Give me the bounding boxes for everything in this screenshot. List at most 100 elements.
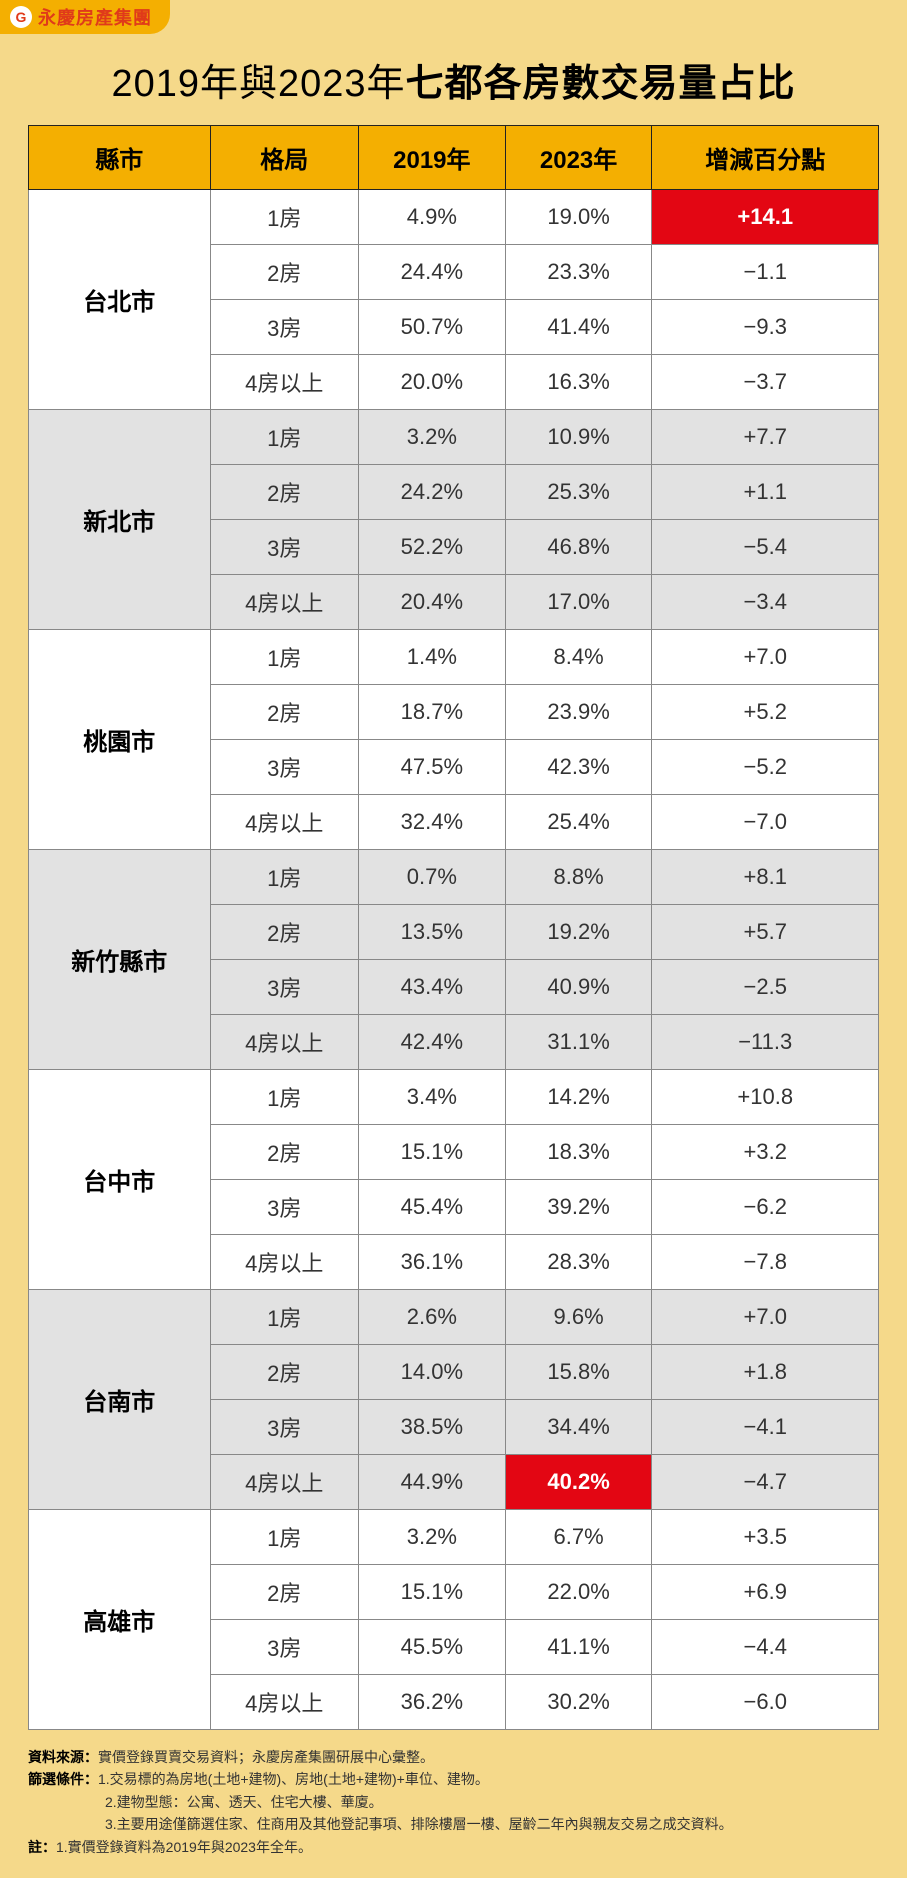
- y2023-cell: 25.3%: [505, 465, 652, 520]
- y2023-cell: 40.9%: [505, 960, 652, 1015]
- y2019-cell: 20.0%: [358, 355, 505, 410]
- y2019-cell: 24.4%: [358, 245, 505, 300]
- diff-cell: +5.2: [652, 685, 879, 740]
- y2023-cell: 23.9%: [505, 685, 652, 740]
- city-cell: 台南市: [29, 1290, 211, 1510]
- diff-cell: −3.7: [652, 355, 879, 410]
- type-cell: 2房: [210, 465, 358, 520]
- type-cell: 1房: [210, 1290, 358, 1345]
- y2019-cell: 45.5%: [358, 1620, 505, 1675]
- col-2023: 2023年: [505, 126, 652, 190]
- y2023-cell: 8.8%: [505, 850, 652, 905]
- y2019-cell: 47.5%: [358, 740, 505, 795]
- table-row: 新竹縣市1房0.7%8.8%+8.1: [29, 850, 879, 905]
- y2023-cell: 16.3%: [505, 355, 652, 410]
- y2019-cell: 1.4%: [358, 630, 505, 685]
- y2023-cell: 10.9%: [505, 410, 652, 465]
- type-cell: 4房以上: [210, 575, 358, 630]
- y2023-cell: 41.1%: [505, 1620, 652, 1675]
- source-text: 實價登錄買賣交易資料；永慶房產集團研展中心彙整。: [98, 1749, 434, 1765]
- y2023-cell: 28.3%: [505, 1235, 652, 1290]
- y2019-cell: 3.2%: [358, 410, 505, 465]
- city-cell: 台中市: [29, 1070, 211, 1290]
- y2023-cell: 19.2%: [505, 905, 652, 960]
- y2023-cell: 42.3%: [505, 740, 652, 795]
- type-cell: 4房以上: [210, 1235, 358, 1290]
- source-label: 資料來源：: [28, 1749, 98, 1765]
- diff-cell: −2.5: [652, 960, 879, 1015]
- y2023-cell: 23.3%: [505, 245, 652, 300]
- diff-cell: +1.1: [652, 465, 879, 520]
- y2019-cell: 2.6%: [358, 1290, 505, 1345]
- y2023-cell: 39.2%: [505, 1180, 652, 1235]
- diff-cell: −4.4: [652, 1620, 879, 1675]
- diff-cell: −7.8: [652, 1235, 879, 1290]
- y2023-cell: 17.0%: [505, 575, 652, 630]
- diff-cell: +5.7: [652, 905, 879, 960]
- diff-cell: +14.1: [652, 190, 879, 245]
- type-cell: 3房: [210, 520, 358, 575]
- y2019-cell: 52.2%: [358, 520, 505, 575]
- y2019-cell: 14.0%: [358, 1345, 505, 1400]
- y2019-cell: 3.2%: [358, 1510, 505, 1565]
- diff-cell: +3.5: [652, 1510, 879, 1565]
- table-header-row: 縣市 格局 2019年 2023年 增減百分點: [29, 126, 879, 190]
- diff-cell: −11.3: [652, 1015, 879, 1070]
- table-row: 高雄市1房3.2%6.7%+3.5: [29, 1510, 879, 1565]
- diff-cell: −5.4: [652, 520, 879, 575]
- y2019-cell: 24.2%: [358, 465, 505, 520]
- note-label: 註：: [28, 1839, 56, 1855]
- diff-cell: −6.2: [652, 1180, 879, 1235]
- type-cell: 4房以上: [210, 1675, 358, 1730]
- note-text: 1.實價登錄資料為2019年與2023年全年。: [56, 1839, 312, 1855]
- filter-2: 2.建物型態：公寓、透天、住宅大樓、華廈。: [105, 1794, 383, 1810]
- type-cell: 2房: [210, 1345, 358, 1400]
- type-cell: 1房: [210, 850, 358, 905]
- diff-cell: +8.1: [652, 850, 879, 905]
- type-cell: 3房: [210, 1620, 358, 1675]
- y2019-cell: 15.1%: [358, 1125, 505, 1180]
- type-cell: 1房: [210, 410, 358, 465]
- y2023-cell: 41.4%: [505, 300, 652, 355]
- page-title: 2019年與2023年七都各房數交易量占比: [0, 52, 907, 107]
- type-cell: 1房: [210, 190, 358, 245]
- city-cell: 桃園市: [29, 630, 211, 850]
- type-cell: 3房: [210, 1180, 358, 1235]
- y2023-cell: 15.8%: [505, 1345, 652, 1400]
- table-row: 台中市1房3.4%14.2%+10.8: [29, 1070, 879, 1125]
- y2019-cell: 0.7%: [358, 850, 505, 905]
- filter-label: 篩選條件：: [28, 1771, 98, 1787]
- type-cell: 2房: [210, 905, 358, 960]
- y2023-cell: 8.4%: [505, 630, 652, 685]
- col-diff: 增減百分點: [652, 126, 879, 190]
- table-row: 台南市1房2.6%9.6%+7.0: [29, 1290, 879, 1345]
- col-2019: 2019年: [358, 126, 505, 190]
- type-cell: 1房: [210, 1510, 358, 1565]
- diff-cell: −3.4: [652, 575, 879, 630]
- type-cell: 2房: [210, 685, 358, 740]
- diff-cell: −4.7: [652, 1455, 879, 1510]
- y2019-cell: 50.7%: [358, 300, 505, 355]
- city-cell: 台北市: [29, 190, 211, 410]
- diff-cell: −7.0: [652, 795, 879, 850]
- footer-notes: 資料來源：實價登錄買賣交易資料；永慶房產集團研展中心彙整。 篩選條件：1.交易標…: [28, 1746, 879, 1858]
- type-cell: 4房以上: [210, 1455, 358, 1510]
- y2019-cell: 15.1%: [358, 1565, 505, 1620]
- y2019-cell: 38.5%: [358, 1400, 505, 1455]
- city-cell: 新北市: [29, 410, 211, 630]
- col-city: 縣市: [29, 126, 211, 190]
- type-cell: 1房: [210, 1070, 358, 1125]
- type-cell: 3房: [210, 1400, 358, 1455]
- diff-cell: +3.2: [652, 1125, 879, 1180]
- brand-name: 永慶房產集團: [38, 4, 152, 30]
- diff-cell: +10.8: [652, 1070, 879, 1125]
- type-cell: 2房: [210, 1125, 358, 1180]
- city-cell: 新竹縣市: [29, 850, 211, 1070]
- type-cell: 3房: [210, 960, 358, 1015]
- y2023-cell: 14.2%: [505, 1070, 652, 1125]
- type-cell: 2房: [210, 245, 358, 300]
- y2019-cell: 18.7%: [358, 685, 505, 740]
- y2023-cell: 9.6%: [505, 1290, 652, 1345]
- type-cell: 3房: [210, 300, 358, 355]
- brand-logo-icon: G: [10, 6, 32, 28]
